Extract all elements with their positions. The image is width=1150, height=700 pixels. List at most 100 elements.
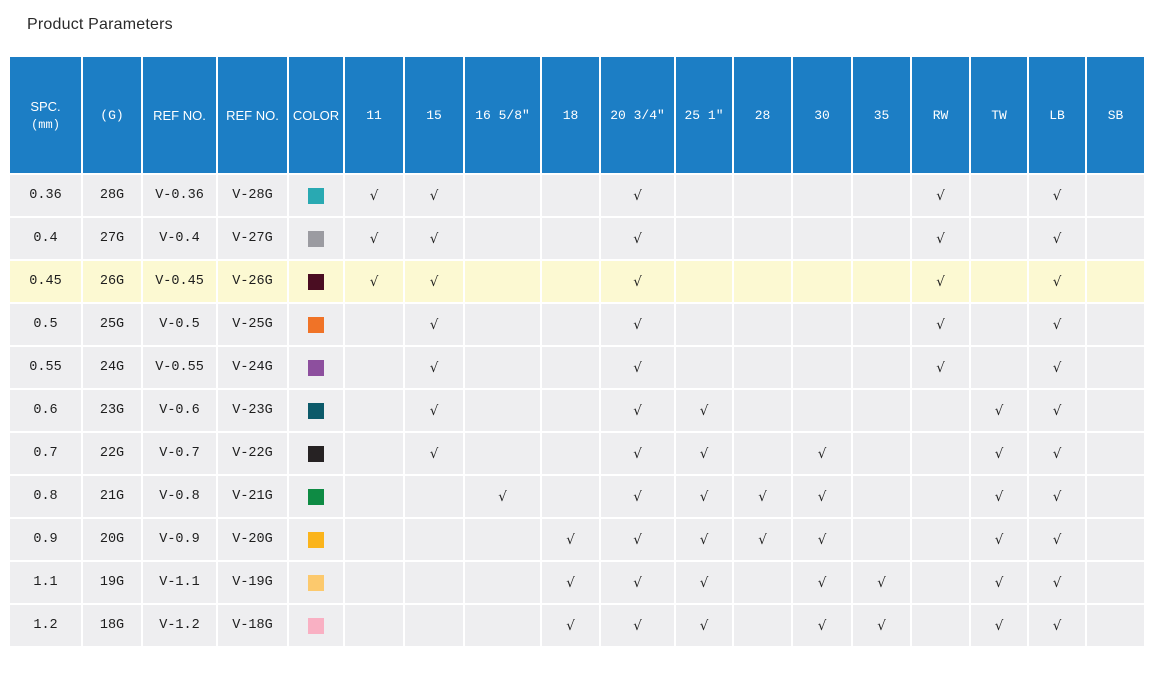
check-mark-rw: √ bbox=[910, 302, 971, 347]
table-row[interactable]: 0.36 28G V-0.36 V-28G √ √ √ √ √ bbox=[8, 173, 1146, 218]
check-cell-c30 bbox=[791, 388, 853, 433]
column-header-sb: SB bbox=[1085, 55, 1146, 175]
check-mark-c20: √ bbox=[599, 259, 676, 304]
check-cell-c35 bbox=[851, 302, 912, 347]
check-cell-c16 bbox=[463, 216, 542, 261]
column-header-tw: TW bbox=[969, 55, 1029, 175]
check-cell-tw bbox=[969, 173, 1029, 218]
cell-ref2: V-28G bbox=[216, 173, 289, 218]
cell-spc: 1.2 bbox=[8, 603, 83, 648]
check-mark-c30: √ bbox=[791, 431, 853, 476]
check-cell-sb bbox=[1085, 603, 1146, 648]
table-row[interactable]: 0.4 27G V-0.4 V-27G √ √ √ √ √ bbox=[8, 216, 1146, 261]
check-mark-c30: √ bbox=[791, 603, 853, 648]
check-mark-c20: √ bbox=[599, 345, 676, 390]
check-cell-c28 bbox=[732, 560, 793, 605]
column-header-label: SB bbox=[1107, 107, 1124, 123]
check-cell-c28 bbox=[732, 302, 793, 347]
table-row[interactable]: 0.5 25G V-0.5 V-25G √ √ √ √ bbox=[8, 302, 1146, 347]
check-cell-c16 bbox=[463, 388, 542, 433]
check-mark-c20: √ bbox=[599, 216, 676, 261]
check-cell-rw bbox=[910, 388, 971, 433]
cell-spc: 0.9 bbox=[8, 517, 83, 562]
cell-g: 22G bbox=[81, 431, 143, 476]
check-cell-c18 bbox=[540, 173, 601, 218]
cell-g: 21G bbox=[81, 474, 143, 519]
table-row[interactable]: 0.7 22G V-0.7 V-22G √ √ √ √ √ √ bbox=[8, 431, 1146, 476]
check-mark-lb: √ bbox=[1027, 302, 1087, 347]
table-row[interactable]: 0.6 23G V-0.6 V-23G √ √ √ √ √ bbox=[8, 388, 1146, 433]
cell-g: 24G bbox=[81, 345, 143, 390]
color-swatch bbox=[308, 230, 324, 247]
check-cell-c25 bbox=[674, 173, 734, 218]
product-parameters-table: SPC. (mm) (G) REF NO. REF NO. COLOR 11 15 16 5/8… bbox=[8, 55, 1146, 648]
check-cell-rw bbox=[910, 474, 971, 519]
check-cell-sb bbox=[1085, 560, 1146, 605]
check-cell-rw bbox=[910, 603, 971, 648]
check-cell-c18 bbox=[540, 431, 601, 476]
cell-g: 26G bbox=[81, 259, 143, 304]
check-mark-rw: √ bbox=[910, 345, 971, 390]
check-mark-tw: √ bbox=[969, 474, 1029, 519]
color-swatch bbox=[308, 359, 324, 376]
table-row[interactable]: 1.1 19G V-1.1 V-19G √ √ √ √ √ √ √ bbox=[8, 560, 1146, 605]
column-header-c20: 20 3/4″ bbox=[599, 55, 676, 175]
cell-spc: 0.6 bbox=[8, 388, 83, 433]
check-cell-c30 bbox=[791, 259, 853, 304]
cell-ref1: V-1.2 bbox=[141, 603, 218, 648]
column-header-label: 35 bbox=[873, 107, 890, 123]
cell-spc: 0.8 bbox=[8, 474, 83, 519]
check-mark-c15: √ bbox=[403, 345, 465, 390]
check-cell-c35 bbox=[851, 431, 912, 476]
cell-g: 28G bbox=[81, 173, 143, 218]
column-header-label: 25 1″ bbox=[684, 107, 724, 123]
color-swatch bbox=[308, 273, 324, 290]
check-mark-c20: √ bbox=[599, 474, 676, 519]
check-mark-lb: √ bbox=[1027, 517, 1087, 562]
check-mark-c25: √ bbox=[674, 431, 734, 476]
column-header-label: COLOR bbox=[292, 107, 340, 123]
check-cell-sb bbox=[1085, 259, 1146, 304]
check-mark-c11: √ bbox=[343, 173, 405, 218]
check-cell-c35 bbox=[851, 388, 912, 433]
check-mark-tw: √ bbox=[969, 603, 1029, 648]
check-cell-c30 bbox=[791, 302, 853, 347]
cell-ref2: V-22G bbox=[216, 431, 289, 476]
check-mark-c18: √ bbox=[540, 560, 601, 605]
column-header-c30: 30 bbox=[791, 55, 853, 175]
column-header-label: 15 bbox=[426, 107, 442, 123]
table-row[interactable]: 0.9 20G V-0.9 V-20G √ √ √ √ √ √ √ bbox=[8, 517, 1146, 562]
check-cell-c15 bbox=[403, 517, 465, 562]
cell-ref2: V-23G bbox=[216, 388, 289, 433]
cell-g: 27G bbox=[81, 216, 143, 261]
column-header-c18: 18 bbox=[540, 55, 601, 175]
column-header-label: LB bbox=[1049, 107, 1065, 123]
check-cell-rw bbox=[910, 431, 971, 476]
check-mark-c16: √ bbox=[463, 474, 542, 519]
table-row[interactable]: 0.55 24G V-0.55 V-24G √ √ √ √ bbox=[8, 345, 1146, 390]
table-row[interactable]: 1.2 18G V-1.2 V-18G √ √ √ √ √ √ √ bbox=[8, 603, 1146, 648]
check-cell-c28 bbox=[732, 259, 793, 304]
cell-g: 20G bbox=[81, 517, 143, 562]
check-cell-c35 bbox=[851, 173, 912, 218]
check-cell-c15 bbox=[403, 603, 465, 648]
check-mark-c30: √ bbox=[791, 474, 853, 519]
table-row[interactable]: 0.45 26G V-0.45 V-26G √ √ √ √ √ bbox=[8, 259, 1146, 304]
check-cell-c35 bbox=[851, 345, 912, 390]
color-swatch bbox=[308, 617, 324, 634]
check-mark-rw: √ bbox=[910, 173, 971, 218]
cell-ref1: V-0.9 bbox=[141, 517, 218, 562]
check-cell-c18 bbox=[540, 216, 601, 261]
column-header-label: 28 bbox=[754, 107, 771, 123]
cell-ref1: V-0.8 bbox=[141, 474, 218, 519]
check-mark-c35: √ bbox=[851, 560, 912, 605]
check-mark-lb: √ bbox=[1027, 173, 1087, 218]
check-mark-c25: √ bbox=[674, 517, 734, 562]
check-mark-c35: √ bbox=[851, 603, 912, 648]
check-cell-tw bbox=[969, 302, 1029, 347]
column-header-label: REF NO. bbox=[153, 107, 206, 123]
check-cell-c25 bbox=[674, 259, 734, 304]
check-cell-tw bbox=[969, 345, 1029, 390]
table-row[interactable]: 0.8 21G V-0.8 V-21G √ √ √ √ √ √ √ bbox=[8, 474, 1146, 519]
column-header-label: 30 bbox=[814, 107, 830, 123]
